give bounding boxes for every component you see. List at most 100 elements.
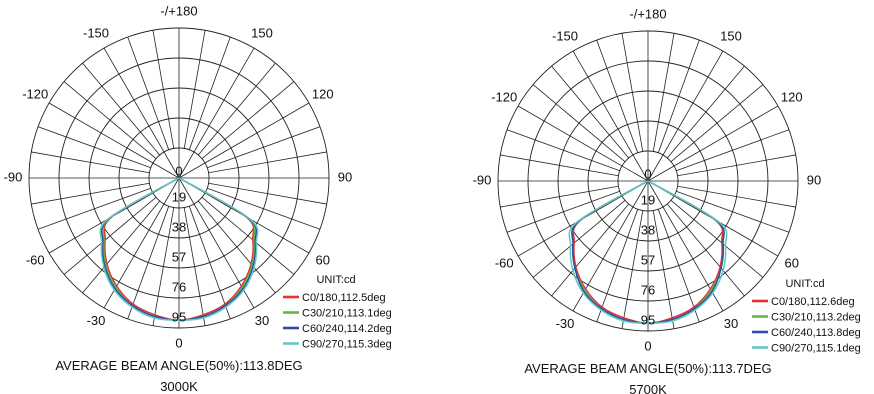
data-point [115, 285, 118, 287]
data-point [572, 243, 574, 245]
angle-tick-label: -/+180 [629, 6, 666, 21]
legend: UNIT:cd C0/180,112.5deg C30/210,113.1deg C6… [283, 274, 392, 351]
grid-spoke [657, 209, 700, 323]
radial-tick-label: 95 [641, 312, 655, 327]
data-point [105, 264, 107, 266]
grid-spoke [677, 154, 796, 177]
radial-tick-label: 19 [172, 189, 186, 204]
angle-tick-label: -150 [83, 26, 109, 41]
data-point [671, 318, 674, 321]
data-point [202, 315, 205, 318]
grid-spoke [63, 81, 157, 160]
angle-tick-label: 0 [175, 335, 182, 350]
grid-spoke [551, 203, 630, 297]
data-point [693, 306, 695, 308]
grid-spoke [676, 129, 790, 172]
grid-spoke [621, 33, 644, 152]
grid-spoke [666, 65, 745, 159]
angle-tick-label: 120 [312, 86, 334, 101]
data-point [243, 289, 245, 291]
data-point [572, 269, 574, 272]
legend-item: C0/180,112.5deg [283, 292, 386, 304]
data-point [113, 289, 115, 291]
grid-spoke [188, 36, 231, 150]
data-point [601, 306, 603, 308]
data-point [100, 242, 103, 244]
grid-spoke [152, 207, 175, 326]
angle-tick-label: 0 [644, 338, 651, 353]
grid-spoke [500, 154, 619, 177]
angle-tick-label: -60 [495, 255, 514, 270]
data-point [622, 320, 625, 322]
chart-title: AVERAGE BEAM ANGLE(50%):113.7DEG [524, 361, 771, 376]
grid-spoke [647, 50, 724, 182]
data-point [103, 240, 105, 242]
data-point [582, 292, 584, 294]
grid-spoke [208, 182, 327, 205]
grid-spoke [201, 81, 295, 160]
grid-spoke [48, 102, 180, 179]
data-point [576, 221, 578, 223]
grid-spoke [677, 185, 796, 208]
data-point [584, 288, 587, 290]
data-point [153, 317, 156, 319]
legend-item: C30/210,113.2deg [752, 312, 861, 324]
data-point [623, 317, 625, 319]
grid-spoke [532, 84, 626, 163]
legend: UNIT:cd C0/180,112.6deg C30/210,113.2deg C6… [752, 278, 861, 355]
grid-spoke [596, 39, 639, 153]
grid-spoke [572, 50, 649, 182]
data-point [104, 239, 106, 241]
grid-spoke [207, 187, 321, 230]
grid-spoke [596, 209, 639, 323]
legend-label: C90/270,115.1deg [771, 343, 861, 355]
grid-spoke [670, 199, 764, 278]
grid-spoke [517, 105, 649, 182]
angle-tick-label: -30 [87, 313, 106, 328]
data-point [242, 288, 244, 290]
data-point [254, 241, 256, 243]
grid-spoke [31, 151, 150, 174]
data-point [154, 314, 156, 316]
grid-spoke [183, 207, 206, 326]
data-point [224, 304, 227, 307]
data-point [710, 289, 712, 292]
grid-spoke [31, 182, 150, 205]
grid-spoke [208, 151, 327, 174]
data-point [671, 317, 673, 319]
data-point [240, 285, 243, 287]
data-point [251, 264, 253, 266]
legend-label: C0/180,112.6deg [771, 296, 855, 308]
grid-spoke [152, 30, 175, 149]
data-point [719, 266, 721, 268]
grid-spoke [532, 199, 626, 278]
legend-item: C0/180,112.6deg [752, 296, 855, 308]
radial-tick-label: 38 [172, 219, 186, 234]
legend-label: C60/240,114.2deg [302, 323, 392, 335]
radial-tick-label: 95 [172, 309, 186, 324]
angle-tick-label: -30 [556, 316, 575, 331]
data-point [131, 304, 134, 307]
data-point [255, 242, 258, 244]
radial-tick-label: 38 [641, 222, 655, 237]
legend-label: C30/210,113.2deg [771, 312, 861, 324]
data-point [104, 265, 106, 267]
grid-spoke [657, 39, 700, 153]
data-point [202, 317, 205, 319]
chart-title: AVERAGE BEAM ANGLE(50%):113.8DEG [55, 358, 302, 373]
grid-spoke [670, 84, 764, 163]
grid-spoke [178, 102, 310, 179]
grid-spoke [197, 62, 276, 156]
angle-tick-label: -90 [473, 172, 492, 187]
grid-spoke [666, 203, 745, 297]
data-point [131, 306, 133, 308]
grid-spoke [652, 33, 675, 152]
angle-tick-label: -120 [491, 89, 517, 104]
data-point [712, 292, 714, 294]
angle-tick-label: 150 [251, 26, 273, 41]
polar-grid [28, 27, 330, 329]
legend-label: C30/210,113.1deg [302, 308, 392, 320]
data-point [671, 320, 674, 322]
data-point [114, 288, 116, 290]
polar-chart-5700k: -/+180 150 120 90 60 30 0 -30 -60 -90 -120 -150 0 19 3… [473, 6, 861, 394]
